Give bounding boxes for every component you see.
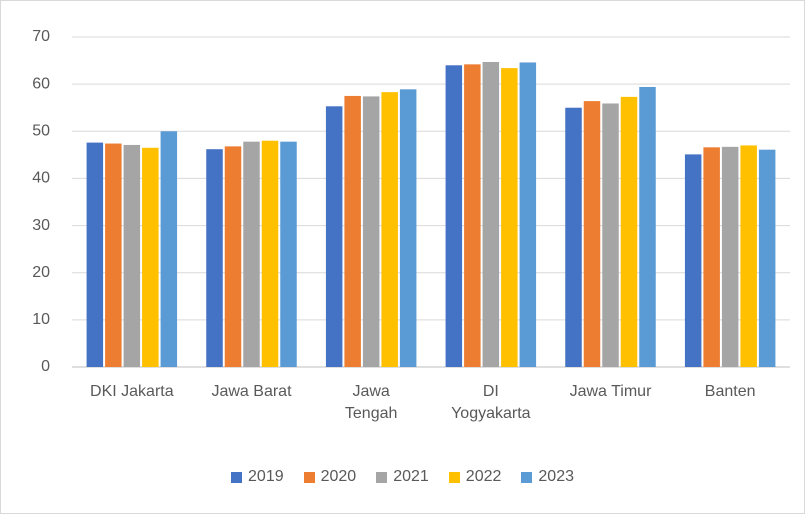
x-tick-label: Jawa Barat — [211, 383, 292, 400]
y-tick-label: 60 — [32, 75, 50, 92]
bar — [639, 86, 656, 367]
bar — [602, 103, 619, 367]
bar — [344, 95, 361, 367]
legend-swatch — [303, 471, 315, 483]
legend-label: 2019 — [248, 468, 284, 485]
bar — [243, 141, 260, 367]
bar — [721, 146, 739, 367]
legend-item: 2023 — [521, 468, 574, 486]
bar — [501, 68, 518, 367]
bar — [123, 144, 141, 367]
x-tick-label: Banten — [704, 383, 756, 400]
bar — [160, 131, 178, 367]
bar — [758, 149, 776, 367]
x-tick-label: Jawa Tengah — [344, 383, 398, 422]
x-tick-label: DI Yogyakarta — [451, 383, 531, 422]
bar — [583, 101, 601, 367]
y-tick-label: 50 — [32, 123, 50, 140]
legend-swatch — [448, 471, 460, 483]
x-tick-label: Jawa Timur — [569, 383, 652, 400]
bar — [381, 92, 398, 368]
bar — [519, 62, 537, 367]
legend-label: 2021 — [393, 468, 429, 485]
y-tick-label: 10 — [32, 311, 50, 328]
legend-swatch — [376, 471, 388, 483]
bar — [206, 149, 223, 367]
legend-item: 2021 — [376, 468, 429, 486]
legend-label: 2020 — [320, 468, 357, 485]
legend-label: 2023 — [538, 468, 574, 485]
bar — [684, 154, 702, 367]
legend-label: 2022 — [465, 468, 502, 485]
legend-swatch — [231, 471, 243, 483]
bar — [740, 145, 757, 367]
bar — [620, 96, 638, 367]
y-tick-label: 20 — [32, 264, 50, 281]
legend-swatch — [521, 471, 533, 483]
bar — [565, 107, 582, 367]
bar — [445, 65, 463, 368]
bar — [482, 61, 500, 367]
bar — [142, 147, 159, 367]
legend-item: 2022 — [448, 468, 502, 486]
bar — [703, 147, 720, 367]
y-tick-label: 0 — [41, 358, 50, 375]
bar — [105, 143, 122, 367]
x-tick-label: DKI Jakarta — [90, 383, 174, 400]
bar — [362, 96, 380, 368]
bar — [224, 146, 242, 367]
legend-item: 2020 — [303, 468, 357, 486]
bar — [280, 141, 297, 367]
legend: 2019 2020 2021 2022 2023 — [0, 468, 805, 486]
y-tick-label: 30 — [32, 217, 50, 234]
bar — [261, 140, 279, 367]
bar — [325, 106, 343, 368]
bar — [86, 142, 104, 367]
y-tick-label: 40 — [32, 170, 50, 187]
legend-item: 2019 — [231, 468, 284, 486]
bar — [399, 89, 417, 367]
bar — [464, 64, 481, 367]
y-tick-label: 70 — [32, 28, 50, 45]
